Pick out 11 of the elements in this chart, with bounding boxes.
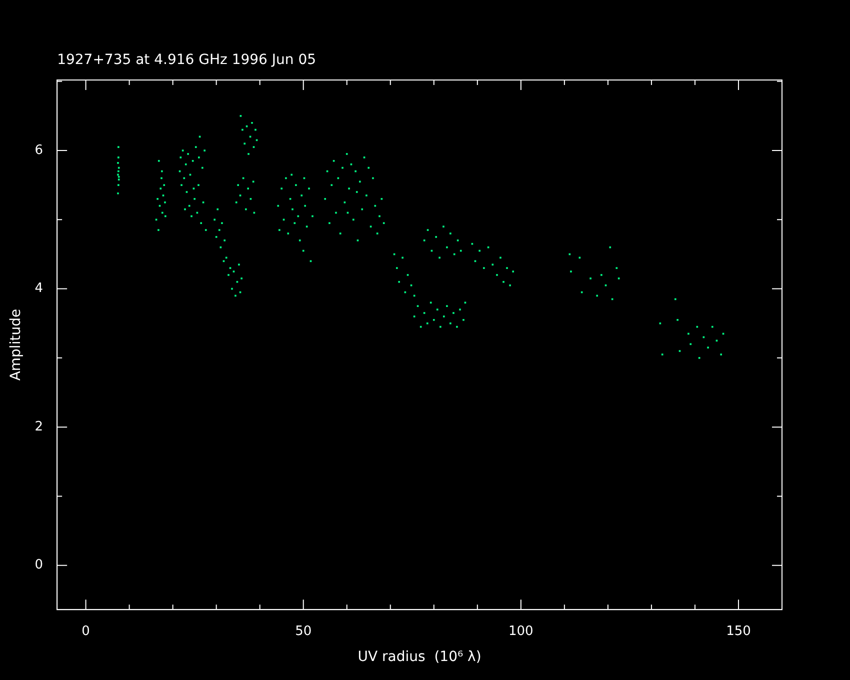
x-tick-label: 0 (82, 624, 90, 639)
y-tick-label: 4 (34, 281, 44, 296)
chart-title: 1927+735 at 4.916 GHz 1996 Jun 05 (57, 52, 316, 68)
y-tick-label: 6 (34, 142, 44, 158)
y-tick-label: 0 (34, 558, 44, 573)
y-tick-label: 2 (34, 419, 44, 434)
x-tick-label: 50 (295, 624, 312, 639)
x-axis-title: UV radius (10⁶ λ) (358, 649, 482, 666)
x-tick-label: 100 (508, 624, 534, 639)
y-axis-title: Amplitude (8, 308, 24, 381)
x-tick-label: 150 (726, 624, 751, 639)
